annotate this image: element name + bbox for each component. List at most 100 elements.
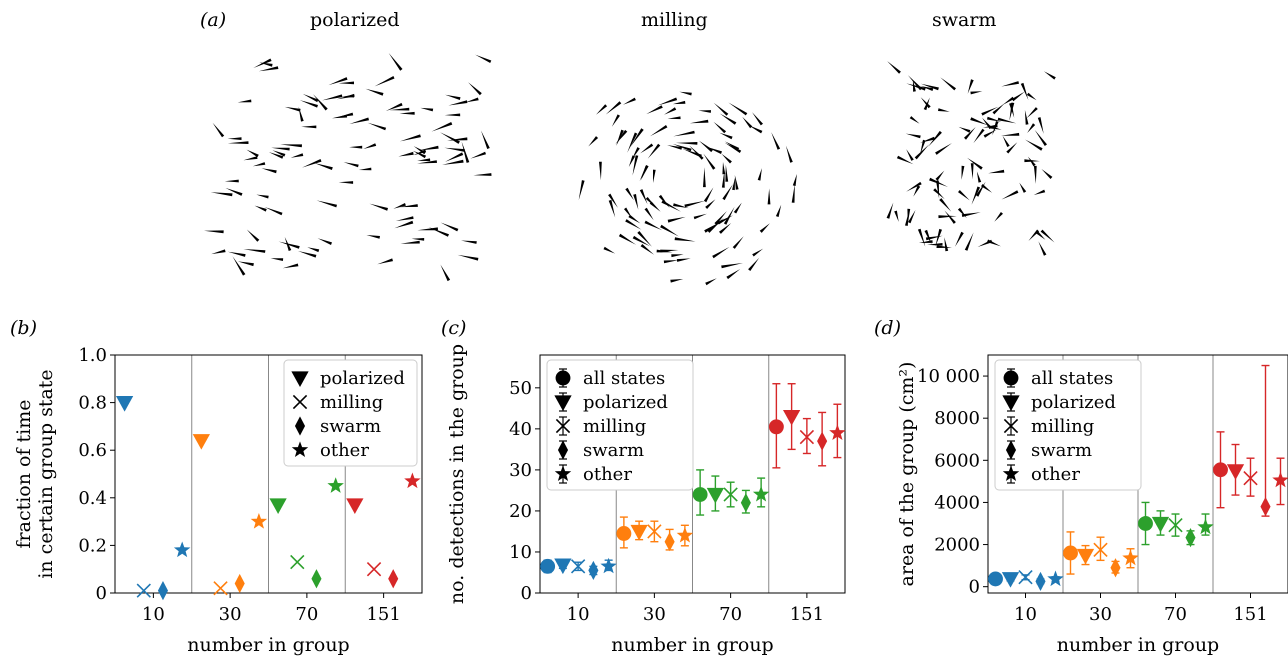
fish-glyph bbox=[465, 97, 479, 103]
fish-glyph bbox=[653, 169, 656, 183]
y-tick-label: 0.2 bbox=[78, 535, 107, 556]
legend-entry: other bbox=[320, 440, 369, 461]
fish-glyph bbox=[428, 227, 449, 237]
fish-glyph bbox=[771, 132, 781, 150]
marker-triangle-down bbox=[706, 487, 725, 504]
fish-glyph bbox=[637, 231, 652, 247]
fish-glyph bbox=[470, 151, 486, 159]
fish-glyph bbox=[417, 158, 431, 162]
fish-glyph bbox=[920, 97, 931, 109]
fish-glyph bbox=[734, 175, 739, 190]
fish-glyph bbox=[1001, 132, 1020, 136]
fish-glyph bbox=[646, 105, 663, 115]
x-tick-label: 10 bbox=[142, 604, 165, 625]
legend-entry: other bbox=[1031, 464, 1080, 485]
marker-circle bbox=[988, 571, 1003, 587]
fish-glyph bbox=[944, 237, 949, 252]
fish-glyph bbox=[705, 199, 716, 209]
marker-diamond bbox=[1035, 571, 1046, 592]
fish-glyph bbox=[393, 203, 406, 209]
fish-glyph bbox=[212, 122, 225, 138]
legend-entry: other bbox=[583, 464, 632, 485]
marker-triangle-down bbox=[554, 558, 572, 575]
panel-label: (d) bbox=[874, 317, 901, 339]
fish-glyph bbox=[992, 103, 1005, 115]
fish-glyph bbox=[385, 102, 403, 111]
fish-glyph bbox=[417, 160, 437, 164]
fish-glyph bbox=[713, 121, 727, 134]
fish-cloud-swarm bbox=[886, 61, 1056, 256]
fish-glyph bbox=[632, 155, 639, 176]
fish-glyph bbox=[284, 106, 301, 112]
fish-glyph bbox=[703, 167, 706, 188]
fish-glyph bbox=[632, 147, 640, 159]
fish-glyph bbox=[625, 219, 642, 230]
fish-glyph bbox=[977, 239, 993, 247]
marker-diamond bbox=[588, 560, 599, 581]
fish-glyph bbox=[442, 159, 464, 165]
fish-glyph bbox=[227, 137, 242, 140]
marker-star bbox=[1002, 465, 1020, 481]
fish-glyph bbox=[256, 194, 269, 199]
fish-glyph bbox=[906, 149, 914, 161]
fish-glyph bbox=[717, 215, 733, 225]
fish-glyph bbox=[667, 145, 683, 150]
marker-star bbox=[829, 424, 846, 440]
marker-triangle-down bbox=[554, 395, 572, 411]
fish-glyph bbox=[440, 132, 460, 144]
fish-glyph bbox=[246, 229, 260, 242]
marker-x bbox=[292, 394, 308, 410]
fish-glyph bbox=[958, 190, 970, 201]
fish-glyph bbox=[1027, 123, 1036, 133]
fish-glyph bbox=[971, 186, 981, 205]
legend-box bbox=[994, 359, 1142, 491]
fish-glyph bbox=[1019, 182, 1027, 193]
panel-c-chart: (c) 0 10 20 30 40 50 10 30 70 151 number in group no… bbox=[441, 317, 846, 656]
fish-glyph bbox=[723, 206, 735, 225]
marker-diamond bbox=[557, 440, 569, 460]
marker-star bbox=[291, 441, 309, 457]
fish-glyph bbox=[722, 162, 726, 175]
fish-glyph bbox=[1024, 159, 1040, 163]
fish-glyph bbox=[1033, 165, 1037, 184]
fish-glyph bbox=[674, 237, 696, 242]
fish-glyph bbox=[698, 140, 713, 153]
state-title-milling: milling bbox=[641, 9, 708, 31]
fish-glyph bbox=[939, 198, 952, 212]
fish-glyph bbox=[224, 179, 239, 183]
fish-glyph bbox=[1033, 189, 1046, 195]
fish-glyph bbox=[936, 180, 940, 199]
fish-glyph bbox=[1001, 190, 1019, 200]
fish-glyph bbox=[447, 137, 468, 141]
fish-glyph bbox=[917, 228, 926, 247]
fish-glyph bbox=[732, 236, 744, 249]
fish-glyph bbox=[684, 200, 706, 208]
marker-diamond bbox=[311, 569, 322, 589]
fish-glyph bbox=[389, 107, 410, 111]
fish-glyph bbox=[259, 62, 273, 67]
legend-entry: milling bbox=[1031, 416, 1094, 437]
fish-glyph bbox=[748, 257, 760, 271]
fish-glyph bbox=[628, 214, 641, 224]
fish-glyph bbox=[369, 203, 388, 211]
marker-triangle-down bbox=[269, 498, 287, 514]
fish-glyph bbox=[628, 155, 636, 167]
marker-diamond bbox=[664, 532, 675, 552]
marker-x bbox=[1003, 418, 1019, 434]
fish-glyph bbox=[314, 163, 333, 170]
fish-glyph bbox=[1040, 229, 1055, 243]
fish-glyph bbox=[970, 117, 988, 126]
fish-glyph bbox=[605, 101, 622, 115]
fish-glyph bbox=[618, 233, 637, 245]
fish-glyph bbox=[936, 245, 952, 248]
y-tick-label: 0.6 bbox=[78, 440, 107, 461]
fish-glyph bbox=[254, 205, 267, 212]
fish-glyph bbox=[964, 232, 974, 251]
fish-glyph bbox=[1038, 241, 1047, 256]
y-tick-label: 40 bbox=[509, 419, 532, 440]
fish-glyph bbox=[284, 236, 292, 251]
fish-glyph bbox=[322, 94, 343, 101]
fish-glyph bbox=[944, 210, 956, 224]
panel-d-chart: (d) 0 2000 4000 6000 8000 10 000 10 30 70 151 numbe… bbox=[874, 317, 1288, 656]
fish-glyph bbox=[981, 184, 993, 193]
